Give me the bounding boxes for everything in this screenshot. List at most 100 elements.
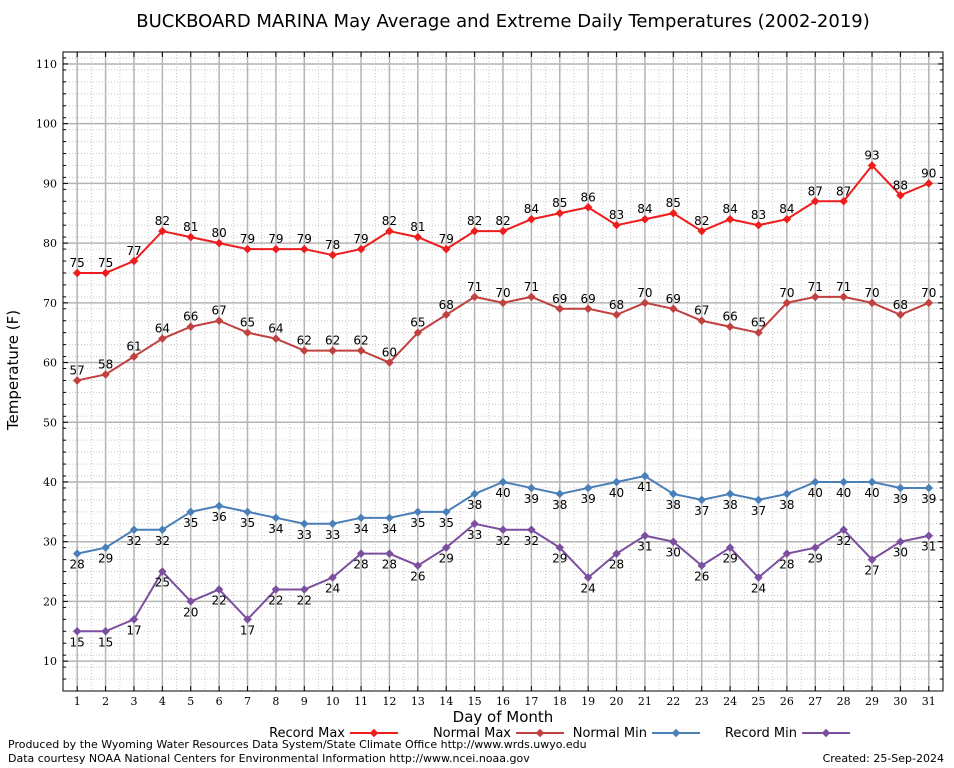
- data-point: [640, 471, 650, 481]
- data-label: 20: [183, 605, 198, 619]
- y-tick-label: 110: [36, 58, 57, 71]
- x-tick-label: 26: [780, 695, 794, 708]
- data-point: [441, 543, 451, 552]
- data-label: 85: [666, 196, 681, 210]
- data-point: [470, 226, 479, 236]
- y-tick-label: 70: [43, 297, 57, 310]
- data-label: 40: [808, 486, 823, 500]
- x-tick-label: 5: [187, 695, 194, 708]
- data-label: 40: [864, 486, 879, 500]
- x-tick-label: 18: [553, 695, 567, 708]
- data-label: 62: [297, 334, 312, 348]
- data-point: [555, 304, 565, 314]
- data-point: [555, 489, 565, 499]
- data-label: 39: [921, 492, 936, 506]
- data-label: 82: [694, 214, 709, 228]
- data-point: [271, 585, 281, 594]
- data-label: 83: [609, 208, 624, 222]
- chart-title: BUCKBOARD MARINA May Average and Extreme…: [136, 11, 870, 32]
- y-tick-label: 20: [43, 595, 57, 608]
- data-point: [555, 209, 565, 218]
- data-label: 28: [609, 558, 624, 572]
- legend-label: Normal Min: [573, 726, 647, 741]
- data-label: 82: [155, 214, 170, 228]
- data-point: [640, 531, 650, 540]
- legend-item: Record Max: [269, 726, 398, 741]
- x-tick-label: 4: [159, 695, 166, 708]
- data-point: [441, 507, 451, 517]
- x-tick-label: 1: [74, 695, 81, 708]
- data-label: 31: [921, 540, 936, 554]
- data-point: [271, 334, 281, 343]
- data-label: 38: [779, 498, 794, 512]
- data-point: [896, 310, 905, 320]
- data-label: 70: [637, 286, 652, 300]
- data-label: 60: [382, 346, 397, 360]
- data-point: [129, 352, 139, 361]
- data-label: 33: [467, 528, 482, 542]
- data-label: 40: [836, 486, 851, 500]
- data-label: 17: [240, 623, 255, 637]
- data-label: 25: [155, 576, 170, 590]
- data-point: [640, 298, 650, 308]
- data-label: 71: [467, 280, 482, 294]
- legend-item: Normal Min: [573, 726, 700, 741]
- data-label: 35: [439, 516, 454, 530]
- data-label: 87: [808, 184, 823, 198]
- data-label: 32: [495, 534, 510, 548]
- data-point: [527, 292, 536, 302]
- data-label: 62: [353, 334, 368, 348]
- data-label: 24: [325, 582, 340, 596]
- x-tick-label: 31: [922, 695, 936, 708]
- data-label: 39: [893, 492, 908, 506]
- footer-produced-by: Produced by the Wyoming Water Resources …: [8, 738, 587, 751]
- data-label: 41: [637, 480, 652, 494]
- data-point: [612, 310, 621, 320]
- data-point: [754, 573, 763, 582]
- data-label: 71: [836, 280, 851, 294]
- x-tick-label: 29: [865, 695, 879, 708]
- data-label: 61: [126, 340, 141, 354]
- data-point: [697, 495, 706, 505]
- data-label: 79: [439, 232, 454, 246]
- data-point: [896, 483, 905, 493]
- legend-item: Normal Max: [433, 726, 564, 741]
- data-point: [72, 549, 82, 558]
- data-point: [498, 298, 508, 308]
- data-point: [413, 561, 423, 570]
- data-point: [214, 501, 224, 511]
- data-label: 84: [524, 202, 539, 216]
- data-point: [101, 268, 110, 278]
- data-point: [385, 358, 394, 367]
- data-label: 65: [410, 316, 425, 330]
- data-point: [555, 543, 565, 552]
- data-label: 38: [666, 498, 681, 512]
- footer-courtesy: Data courtesy NOAA National Centers for …: [8, 752, 530, 765]
- data-label: 70: [921, 286, 936, 300]
- data-label: 71: [808, 280, 823, 294]
- data-label: 29: [98, 552, 113, 566]
- data-point: [158, 226, 167, 236]
- y-tick-label: 90: [43, 177, 57, 190]
- data-point: [158, 334, 167, 343]
- data-label: 88: [893, 178, 908, 192]
- data-point: [583, 304, 593, 314]
- x-tick-label: 24: [723, 695, 737, 708]
- data-label: 84: [722, 202, 737, 216]
- data-label: 75: [98, 256, 113, 270]
- data-point: [101, 627, 110, 636]
- data-point: [186, 322, 195, 331]
- data-point: [470, 489, 479, 499]
- data-point: [186, 232, 195, 242]
- data-label: 78: [325, 238, 340, 252]
- data-point: [300, 519, 309, 529]
- data-label: 29: [722, 552, 737, 566]
- data-label: 39: [581, 492, 596, 506]
- data-point: [867, 477, 877, 487]
- legend-item: Record Min: [725, 726, 850, 741]
- data-label: 79: [240, 232, 255, 246]
- data-point: [243, 507, 252, 517]
- data-label: 70: [495, 286, 510, 300]
- x-tick-label: 27: [808, 695, 822, 708]
- data-point: [640, 214, 650, 224]
